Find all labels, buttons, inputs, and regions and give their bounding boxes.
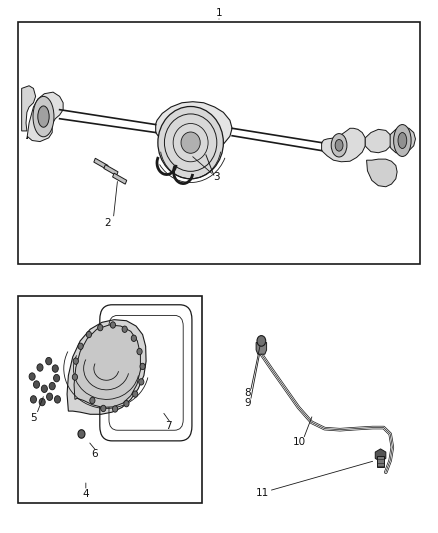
- Ellipse shape: [49, 382, 55, 390]
- Text: 7: 7: [166, 421, 172, 431]
- Bar: [18, 22, 420, 264]
- Ellipse shape: [110, 322, 116, 328]
- Ellipse shape: [133, 391, 138, 397]
- Ellipse shape: [90, 397, 95, 403]
- Ellipse shape: [331, 134, 347, 157]
- Polygon shape: [375, 449, 386, 462]
- Ellipse shape: [52, 365, 58, 372]
- Ellipse shape: [131, 335, 137, 342]
- Polygon shape: [365, 130, 392, 153]
- Ellipse shape: [158, 107, 223, 179]
- Ellipse shape: [38, 106, 49, 127]
- Polygon shape: [104, 165, 118, 176]
- Ellipse shape: [257, 336, 266, 346]
- Polygon shape: [74, 325, 141, 407]
- Polygon shape: [256, 343, 267, 354]
- Bar: [377, 456, 384, 467]
- Text: 9: 9: [244, 398, 251, 408]
- Polygon shape: [390, 127, 416, 154]
- Bar: [18, 296, 201, 503]
- Ellipse shape: [30, 395, 36, 403]
- Text: 11: 11: [256, 489, 269, 498]
- Text: 10: 10: [293, 437, 306, 447]
- Ellipse shape: [335, 140, 343, 151]
- Ellipse shape: [101, 405, 106, 411]
- Polygon shape: [94, 158, 108, 169]
- Ellipse shape: [113, 406, 118, 412]
- Ellipse shape: [137, 349, 142, 355]
- Ellipse shape: [394, 125, 411, 157]
- Text: 6: 6: [91, 449, 98, 458]
- Polygon shape: [321, 128, 365, 162]
- Ellipse shape: [41, 385, 47, 392]
- Ellipse shape: [37, 364, 43, 371]
- Text: 3: 3: [213, 172, 220, 182]
- Text: 5: 5: [30, 413, 37, 423]
- Ellipse shape: [140, 364, 145, 369]
- Polygon shape: [367, 159, 397, 187]
- Ellipse shape: [46, 358, 52, 365]
- Ellipse shape: [72, 374, 78, 380]
- Ellipse shape: [139, 378, 144, 385]
- Polygon shape: [155, 102, 232, 156]
- Ellipse shape: [46, 393, 53, 400]
- Ellipse shape: [78, 343, 83, 350]
- Text: 2: 2: [104, 218, 111, 228]
- Ellipse shape: [78, 430, 85, 438]
- Polygon shape: [113, 173, 127, 184]
- Ellipse shape: [33, 381, 39, 388]
- Text: 1: 1: [215, 8, 223, 18]
- Polygon shape: [27, 92, 63, 142]
- Ellipse shape: [86, 332, 92, 338]
- Text: 8: 8: [244, 388, 251, 398]
- Ellipse shape: [98, 325, 103, 331]
- Ellipse shape: [54, 395, 60, 403]
- Ellipse shape: [29, 373, 35, 380]
- Ellipse shape: [124, 400, 129, 407]
- Polygon shape: [21, 86, 35, 131]
- Ellipse shape: [181, 132, 200, 154]
- Ellipse shape: [33, 96, 54, 137]
- Ellipse shape: [122, 326, 127, 333]
- Text: 4: 4: [82, 489, 89, 499]
- Ellipse shape: [73, 358, 78, 365]
- Polygon shape: [67, 320, 146, 414]
- Ellipse shape: [39, 398, 45, 406]
- Ellipse shape: [398, 133, 407, 149]
- Ellipse shape: [53, 374, 60, 382]
